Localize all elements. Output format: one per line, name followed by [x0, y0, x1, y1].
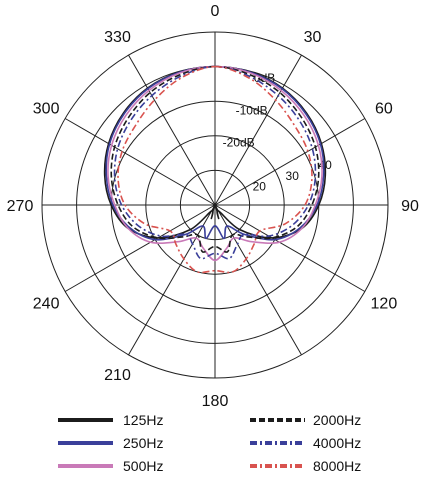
angle-tick-label: 90 — [401, 198, 419, 215]
grid-spoke — [64, 204, 216, 292]
legend: 125Hz 250Hz 500Hz 2000Hz 4000Hz 8000Hz — [58, 412, 361, 474]
grid-spoke — [128, 204, 216, 356]
angle-tick-label: 0 — [211, 3, 220, 20]
legend-label-2000Hz: 2000Hz — [313, 412, 361, 428]
legend-label-500Hz: 500Hz — [123, 458, 163, 474]
angle-tick-label: 210 — [104, 367, 131, 384]
scale-number: 30 — [286, 169, 300, 183]
angle-tick-label: 240 — [33, 296, 60, 313]
angle-tick-label: 270 — [7, 198, 34, 215]
series-line-500Hz — [107, 65, 323, 262]
ring-label: -20dB — [223, 135, 255, 149]
series-line-2000Hz — [110, 65, 320, 253]
scale-number: 20 — [253, 180, 267, 194]
series-lines — [103, 65, 327, 274]
angle-tick-label: 300 — [33, 101, 60, 118]
angle-tick-label: 330 — [104, 29, 131, 46]
polar-grid — [41, 31, 389, 379]
grid-spoke — [214, 54, 302, 206]
grid-spoke — [64, 118, 216, 206]
legend-label-4000Hz: 4000Hz — [313, 435, 361, 451]
legend-label-125Hz: 125Hz — [123, 412, 163, 428]
grid-spoke — [128, 54, 216, 206]
series-line-250Hz — [105, 65, 325, 241]
legend-label-8000Hz: 8000Hz — [313, 458, 361, 474]
angle-tick-label: 180 — [202, 393, 229, 410]
grid-spoke — [214, 204, 366, 292]
grid-spoke — [214, 204, 302, 356]
grid-spoke — [214, 118, 366, 206]
angle-tick-label: 30 — [304, 29, 322, 46]
angle-tick-label: 120 — [371, 296, 398, 313]
series-line-8000Hz — [117, 65, 313, 274]
angle-tick-label: 60 — [375, 101, 393, 118]
ring-label: -10dB — [236, 103, 268, 117]
series-line-125Hz — [103, 65, 327, 239]
angle-tick-labels: 0 30 60 90 120 180 210 240 270 300 330 — [7, 3, 419, 410]
legend-label-250Hz: 250Hz — [123, 435, 163, 451]
